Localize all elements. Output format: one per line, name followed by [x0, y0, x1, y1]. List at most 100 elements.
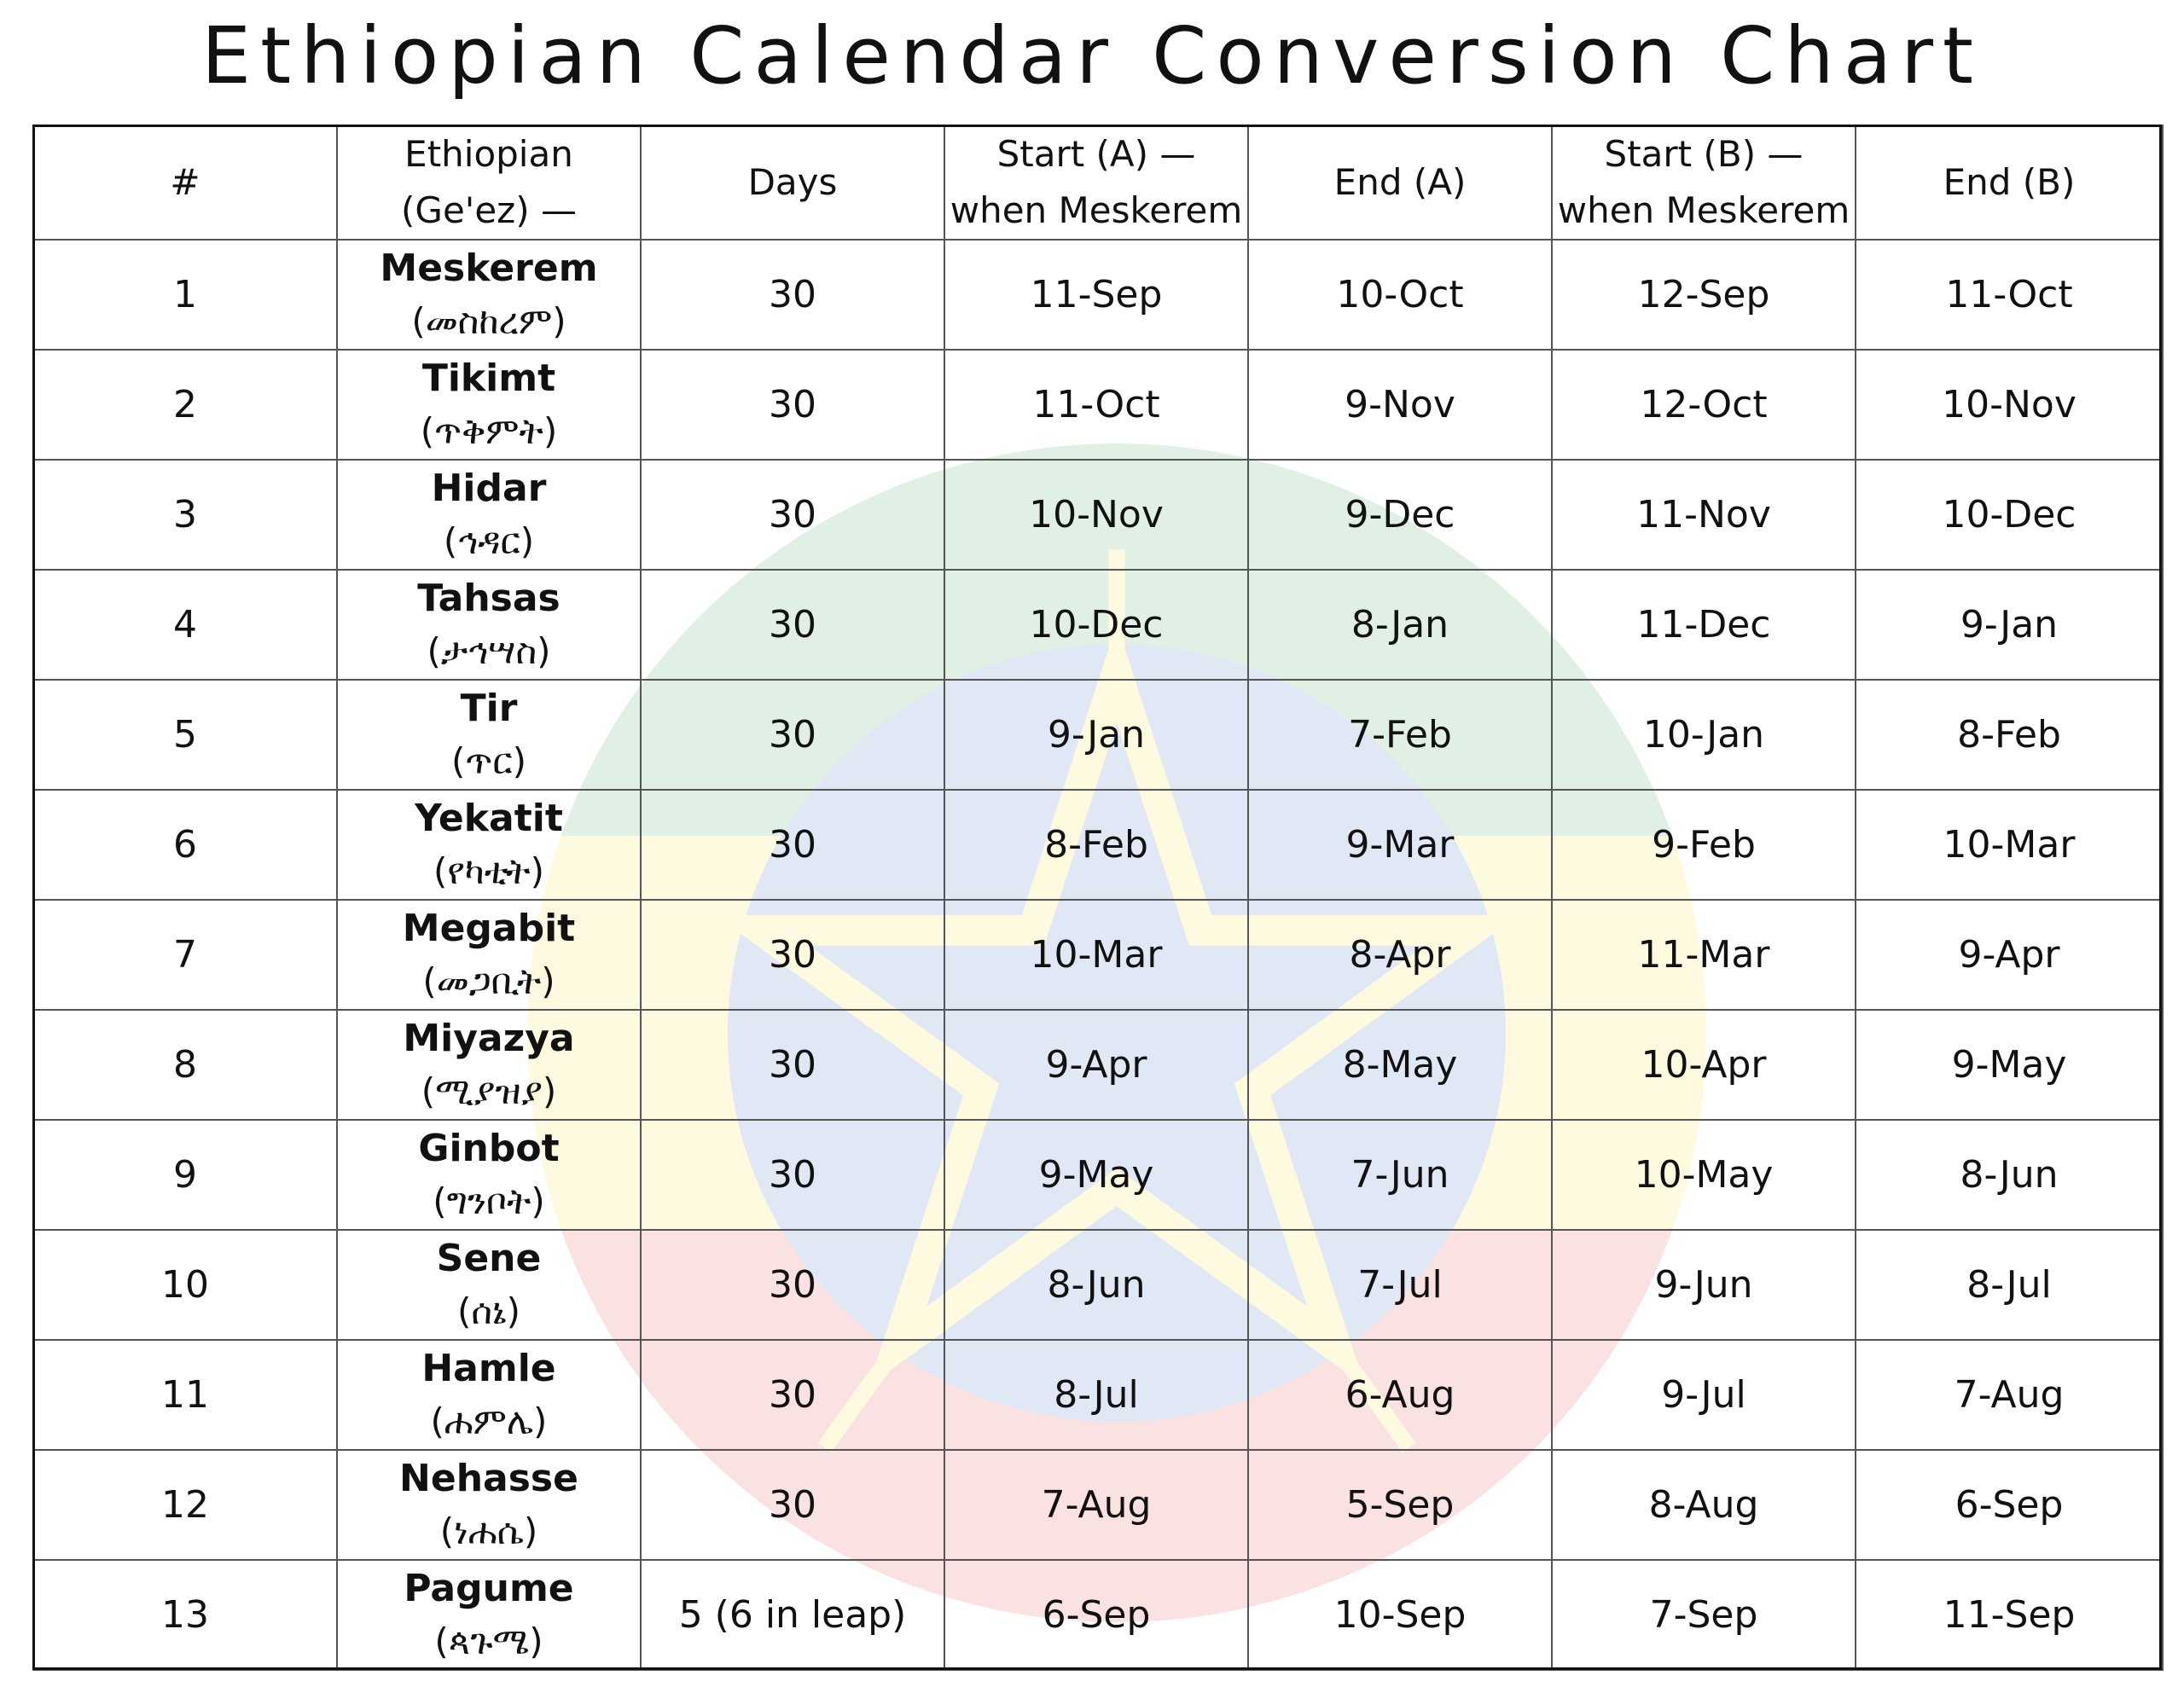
cell-end-b: 11-Oct: [1855, 239, 2164, 351]
month-geez-name: (ጳጉሜ): [434, 1620, 543, 1662]
table-row: 2 Tikimt (ጥቅምት) 30 11-Oct 9-Nov 12-Oct 10-Nov: [32, 349, 2164, 461]
cell-num: 8: [32, 1009, 338, 1121]
month-geez-name: (ጥቅምት): [420, 409, 558, 452]
cell-days: 30: [640, 569, 945, 681]
table-row: 12 Nehasse (ነሐሴ) 30 7-Aug 5-Sep 8-Aug 6-Sep: [32, 1449, 2164, 1561]
cell-month: Yekatit (የካቲት): [336, 789, 642, 901]
cell-days: 30: [640, 1339, 945, 1451]
cell-end-a: 7-Jul: [1247, 1229, 1553, 1341]
cell-start-a: 9-Jan: [944, 679, 1249, 791]
cell-start-a: 10-Dec: [944, 569, 1249, 681]
cell-start-a: 10-Nov: [944, 459, 1249, 571]
cell-start-a: 8-Jul: [944, 1339, 1249, 1451]
cell-days: 30: [640, 1229, 945, 1341]
cell-days: 30: [640, 1449, 945, 1561]
cell-num: 5: [32, 679, 338, 791]
month-name: Tikimt: [421, 356, 556, 400]
cell-num: 1: [32, 239, 338, 351]
table-row: 8 Miyazya (ሚያዝያ) 30 9-Apr 8-May 10-Apr 9-May: [32, 1009, 2164, 1121]
cell-end-a: 9-Dec: [1247, 459, 1553, 571]
header-end-a: End (A): [1247, 125, 1553, 241]
header-ethiopian-line1: Ethiopian: [404, 133, 573, 175]
month-name: Yekatit: [415, 796, 563, 840]
header-num: #: [32, 125, 338, 241]
header-start-b-line1: Start (B) —: [1604, 133, 1804, 175]
cell-start-b: 9-Feb: [1551, 789, 1856, 901]
cell-end-b: 9-Apr: [1855, 899, 2164, 1011]
cell-month: Hamle (ሐምሌ): [336, 1339, 642, 1451]
cell-end-b: 8-Feb: [1855, 679, 2164, 791]
cell-start-b: 11-Nov: [1551, 459, 1856, 571]
cell-end-b: 8-Jun: [1855, 1119, 2164, 1231]
cell-start-b: 10-Apr: [1551, 1009, 1856, 1121]
table-row: 10 Sene (ሰኔ) 30 8-Jun 7-Jul 9-Jun 8-Jul: [32, 1229, 2164, 1341]
month-name: Hidar: [431, 466, 547, 510]
month-geez-name: (ታኅሣስ): [427, 629, 551, 672]
cell-end-a: 10-Oct: [1247, 239, 1553, 351]
month-name: Tahsas: [417, 576, 561, 620]
month-name: Meskerem: [380, 246, 598, 290]
cell-end-a: 8-Jan: [1247, 569, 1553, 681]
cell-end-b: 11-Sep: [1855, 1559, 2164, 1671]
cell-end-b: 9-May: [1855, 1009, 2164, 1121]
month-name: Miyazya: [403, 1016, 575, 1060]
cell-num: 6: [32, 789, 338, 901]
cell-month: Nehasse (ነሐሴ): [336, 1449, 642, 1561]
cell-start-b: 10-Jan: [1551, 679, 1856, 791]
table-row: 9 Ginbot (ግንቦት) 30 9-May 7-Jun 10-May 8-Jun: [32, 1119, 2164, 1231]
cell-start-b: 8-Aug: [1551, 1449, 1856, 1561]
cell-num: 11: [32, 1339, 338, 1451]
cell-month: Tahsas (ታኅሣስ): [336, 569, 642, 681]
cell-end-a: 10-Sep: [1247, 1559, 1553, 1671]
cell-end-a: 8-May: [1247, 1009, 1553, 1121]
page-title: Ethiopian Calendar Conversion Chart: [200, 10, 1984, 101]
cell-days: 30: [640, 789, 945, 901]
cell-month: Sene (ሰኔ): [336, 1229, 642, 1341]
table-row: 11 Hamle (ሐምሌ) 30 8-Jul 6-Aug 9-Jul 7-Aug: [32, 1339, 2164, 1451]
cell-days: 30: [640, 349, 945, 461]
cell-end-b: 10-Mar: [1855, 789, 2164, 901]
header-start-b: Start (B) — when Meskerem: [1551, 125, 1856, 241]
header-start-a-line1: Start (A) —: [996, 133, 1196, 175]
header-start-a: Start (A) — when Meskerem: [944, 125, 1249, 241]
cell-end-b: 7-Aug: [1855, 1339, 2164, 1451]
month-geez-name: (መጋቢት): [422, 959, 555, 1002]
month-geez-name: (የካቲት): [433, 849, 545, 892]
conversion-table-container: # Ethiopian (Ge'ez) — Days Start (A) — w…: [32, 125, 2164, 1671]
cell-days: 30: [640, 459, 945, 571]
month-geez-name: (ነሐሴ): [439, 1510, 538, 1552]
cell-start-b: 11-Dec: [1551, 569, 1856, 681]
cell-start-b: 9-Jun: [1551, 1229, 1856, 1341]
cell-num: 3: [32, 459, 338, 571]
month-geez-name: (ሐምሌ): [430, 1400, 548, 1442]
cell-start-a: 11-Oct: [944, 349, 1249, 461]
cell-num: 4: [32, 569, 338, 681]
cell-month: Miyazya (ሚያዝያ): [336, 1009, 642, 1121]
cell-end-b: 9-Jan: [1855, 569, 2164, 681]
header-ethiopian: Ethiopian (Ge'ez) —: [336, 125, 642, 241]
header-ethiopian-line2: (Ge'ez) —: [401, 189, 577, 231]
cell-start-a: 6-Sep: [944, 1559, 1249, 1671]
conversion-table: # Ethiopian (Ge'ez) — Days Start (A) — w…: [32, 125, 2164, 1671]
cell-days: 30: [640, 1119, 945, 1231]
table-body: 1 Meskerem (መስከረም) 30 11-Sep 10-Oct 12-Sep 11-O…: [32, 239, 2164, 1671]
cell-days: 30: [640, 239, 945, 351]
cell-month: Meskerem (መስከረም): [336, 239, 642, 351]
cell-num: 12: [32, 1449, 338, 1561]
cell-days: 30: [640, 899, 945, 1011]
month-geez-name: (ጥር): [451, 739, 526, 782]
cell-start-b: 11-Mar: [1551, 899, 1856, 1011]
header-row: # Ethiopian (Ge'ez) — Days Start (A) — w…: [32, 125, 2164, 241]
cell-start-b: 7-Sep: [1551, 1559, 1856, 1671]
table-row: 6 Yekatit (የካቲት) 30 8-Feb 9-Mar 9-Feb 10-Mar: [32, 789, 2164, 901]
header-end-a-label: End (A): [1333, 161, 1467, 203]
header-end-b: End (B): [1855, 125, 2164, 241]
month-name: Megabit: [402, 906, 576, 950]
header-start-b-line2: when Meskerem: [1557, 189, 1850, 231]
month-name: Sene: [436, 1236, 542, 1280]
cell-start-b: 9-Jul: [1551, 1339, 1856, 1451]
cell-month: Tir (ጥር): [336, 679, 642, 791]
cell-days: 30: [640, 1009, 945, 1121]
cell-start-b: 12-Sep: [1551, 239, 1856, 351]
header-days-label: Days: [747, 161, 838, 203]
